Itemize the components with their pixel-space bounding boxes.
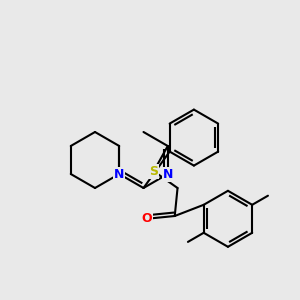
- Text: O: O: [141, 212, 152, 225]
- Text: N: N: [114, 167, 124, 181]
- Text: S: S: [149, 165, 158, 178]
- Text: N: N: [163, 167, 173, 181]
